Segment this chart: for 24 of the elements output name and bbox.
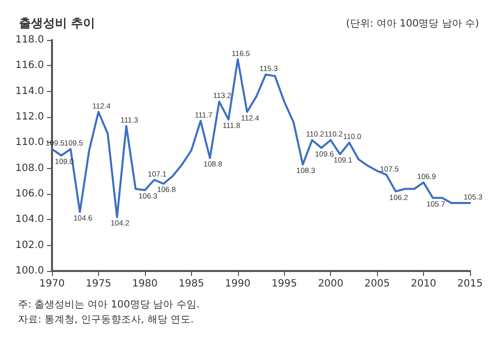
chart-subtitle: (단위: 여아 100명당 남아 수) — [346, 18, 480, 30]
y-tick-label: 114.0 — [15, 86, 44, 97]
x-tick-label: 1975 — [86, 278, 112, 290]
text: 자료: 통계청, 인구동향조사, 해당 연도. — [18, 314, 194, 326]
chart-title: 출생성비 추이 — [19, 16, 96, 30]
y-tick-label: 100.0 — [15, 266, 44, 276]
y-tick-label: 118.0 — [15, 34, 44, 46]
x-tick-label: 1985 — [178, 278, 204, 290]
x-tick-label: 2000 — [318, 278, 344, 290]
x-tick-label: 1990 — [225, 278, 251, 290]
y-tick-label: 108.0 — [15, 162, 44, 174]
x-tick-label: 1970 — [39, 278, 65, 290]
x-tick-label: 1995 — [271, 278, 297, 290]
y-tick-label: 104.0 — [15, 214, 44, 226]
x-tick-label: 2010 — [410, 278, 436, 290]
x-tick-label: 2005 — [364, 278, 390, 290]
y-tick-label: 112.0 — [15, 112, 44, 122]
y-tick-label: 116.0 — [15, 60, 44, 72]
text: 주: 출생성비는 여아 100명당 남아 수임. — [18, 300, 200, 310]
x-tick-label: 2015 — [457, 278, 483, 290]
y-tick-label: 106.0 — [15, 188, 44, 200]
y-tick-label: 110.0 — [15, 137, 44, 148]
x-tick-label: 1980 — [132, 278, 158, 290]
y-tick-label: 102.0 — [15, 240, 44, 251]
